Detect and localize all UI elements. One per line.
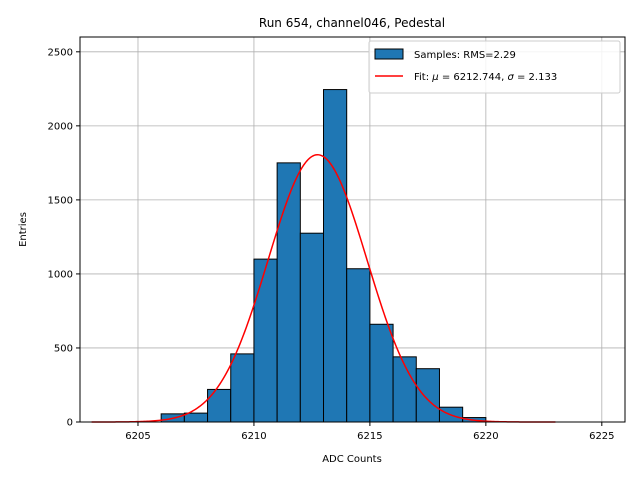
x-tick-label: 6215 xyxy=(357,431,382,442)
histogram-bar xyxy=(299,232,325,423)
histogram-bar xyxy=(230,353,255,423)
legend-frame xyxy=(368,40,621,94)
x-axis-ticks: 6205 6210 6215 6220 6225 xyxy=(125,422,615,442)
y-tick-label: 0 xyxy=(67,418,73,429)
y-axis-ticks: 0 500 1000 1500 2000 2500 xyxy=(48,47,80,429)
histogram-bar xyxy=(369,323,394,423)
histogram-bar xyxy=(253,258,278,423)
histogram-bar xyxy=(207,388,232,423)
x-tick-label: 6210 xyxy=(241,431,266,442)
histogram-bar xyxy=(276,162,301,423)
y-tick-label: 500 xyxy=(54,343,73,354)
y-axis-label: Entries xyxy=(18,212,29,247)
x-tick-label: 6220 xyxy=(473,431,498,442)
legend-fit-sigma-symbol: σ xyxy=(507,72,514,83)
histogram-bars xyxy=(160,89,487,423)
histogram-bar xyxy=(183,412,209,423)
histogram-bar xyxy=(346,268,371,423)
y-tick-label: 1500 xyxy=(48,195,73,206)
y-tick-label: 2500 xyxy=(48,47,73,58)
legend-fit-mu-symbol: μ xyxy=(431,72,438,83)
legend-label-samples: Samples: RMS=2.29 xyxy=(414,50,516,61)
legend-fit-suffix: = 2.133 xyxy=(514,72,557,83)
x-tick-label: 6205 xyxy=(125,431,150,442)
histogram-bar xyxy=(415,368,440,423)
legend-fit-mid: = 6212.744, xyxy=(439,72,508,83)
legend: Samples: RMS=2.29 Fit: μ = 6212.744, σ =… xyxy=(368,40,621,94)
chart-title: Run 654, channel046, Pedestal xyxy=(259,16,445,30)
histogram-bar xyxy=(323,89,348,423)
legend-swatch-samples xyxy=(374,48,404,60)
x-axis-label: ADC Counts xyxy=(322,454,382,465)
x-tick-label: 6225 xyxy=(589,431,614,442)
legend-fit-prefix: Fit: xyxy=(414,72,432,83)
legend-label-fit: Fit: μ = 6212.744, σ = 2.133 xyxy=(414,72,557,83)
plot-frame xyxy=(79,36,626,423)
y-tick-label: 1000 xyxy=(48,269,73,280)
fit-curve xyxy=(91,153,556,423)
y-tick-label: 2000 xyxy=(48,121,73,132)
